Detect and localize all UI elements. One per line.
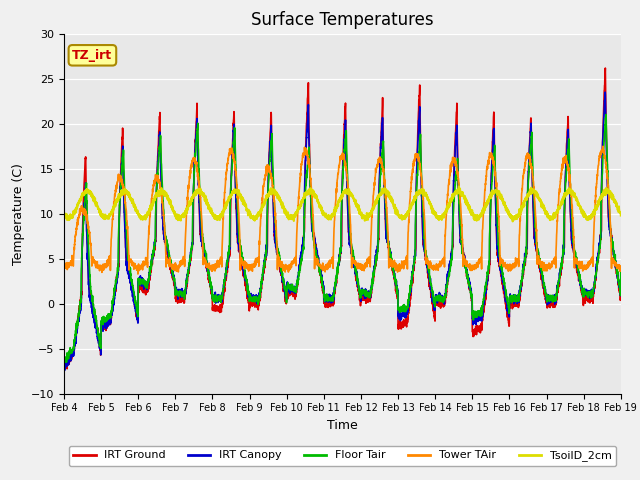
TsoilD_2cm — [455, 183, 463, 189]
TsoilD_2cm — [617, 213, 625, 218]
IRT Ground — [490, 124, 498, 130]
Line: TsoilD_2cm: TsoilD_2cm — [64, 186, 621, 221]
IRT Canopy — [95, 340, 103, 346]
TsoilD_2cm — [490, 189, 498, 195]
Floor Tair — [490, 150, 498, 156]
TsoilD_2cm — [509, 218, 516, 224]
Tower TAir — [490, 162, 498, 168]
IRT Ground — [95, 341, 103, 347]
IRT Canopy — [445, 266, 452, 272]
IRT Ground — [127, 275, 134, 280]
Floor Tair — [95, 336, 103, 342]
IRT Ground — [60, 361, 68, 367]
Tower TAir — [127, 256, 135, 262]
IRT Ground — [234, 234, 241, 240]
Floor Tair — [234, 197, 241, 203]
Legend: IRT Ground, IRT Canopy, Floor Tair, Tower TAir, TsoilD_2cm: IRT Ground, IRT Canopy, Floor Tair, Towe… — [69, 446, 616, 466]
Tower TAir — [95, 264, 103, 270]
IRT Canopy — [60, 365, 68, 371]
Line: IRT Ground: IRT Ground — [64, 68, 621, 369]
X-axis label: Time: Time — [327, 419, 358, 432]
Text: TZ_irt: TZ_irt — [72, 49, 113, 62]
Y-axis label: Temperature (C): Temperature (C) — [12, 163, 26, 264]
Title: Surface Temperatures: Surface Temperatures — [251, 11, 434, 29]
Tower TAir — [60, 265, 68, 271]
Floor Tair — [127, 265, 134, 271]
TsoilD_2cm — [127, 198, 135, 204]
Floor Tair — [445, 272, 452, 278]
Floor Tair — [602, 112, 610, 118]
Line: Floor Tair: Floor Tair — [64, 115, 621, 363]
IRT Canopy — [61, 368, 68, 373]
Floor Tair — [127, 276, 135, 282]
IRT Ground — [602, 65, 609, 71]
Floor Tair — [617, 270, 625, 276]
Floor Tair — [60, 360, 68, 366]
IRT Canopy — [617, 268, 625, 274]
Tower TAir — [134, 271, 142, 277]
Tower TAir — [234, 188, 241, 194]
Tower TAir — [126, 260, 134, 265]
Line: Tower TAir: Tower TAir — [64, 146, 621, 274]
TsoilD_2cm — [60, 212, 68, 217]
Tower TAir — [599, 144, 607, 149]
IRT Ground — [61, 366, 68, 372]
IRT Canopy — [234, 227, 241, 232]
IRT Ground — [127, 282, 135, 288]
Line: IRT Canopy: IRT Canopy — [64, 92, 621, 371]
IRT Canopy — [602, 89, 609, 95]
IRT Canopy — [127, 278, 134, 284]
TsoilD_2cm — [126, 196, 134, 202]
TsoilD_2cm — [445, 205, 452, 211]
IRT Canopy — [490, 142, 498, 148]
IRT Ground — [445, 268, 452, 274]
Tower TAir — [617, 266, 625, 272]
IRT Canopy — [127, 283, 135, 289]
Tower TAir — [445, 180, 452, 185]
TsoilD_2cm — [95, 209, 103, 215]
TsoilD_2cm — [233, 187, 241, 193]
Floor Tair — [60, 358, 68, 364]
IRT Ground — [617, 276, 625, 282]
